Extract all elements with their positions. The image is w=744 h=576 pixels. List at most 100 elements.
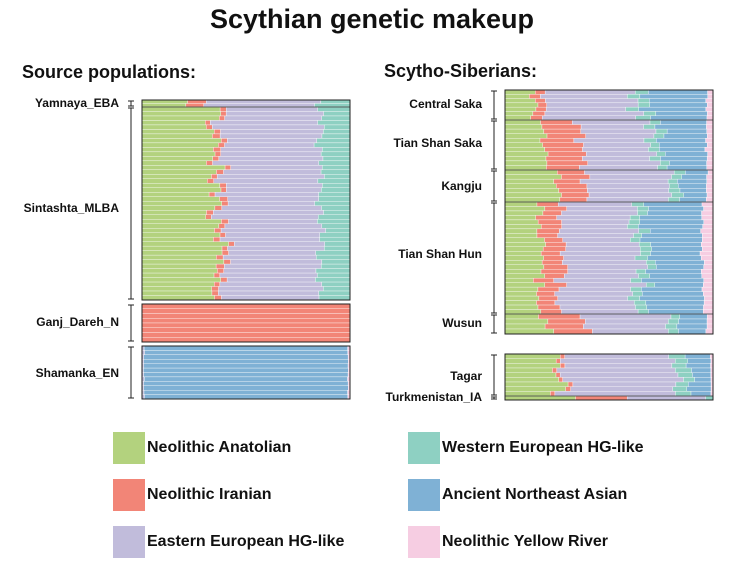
bar-segment-tian-shan-hun-yellow_river [701, 242, 714, 247]
bar-segment-sintashta-mlba-eehg [211, 214, 319, 220]
legend-swatch-ane_asian [408, 479, 440, 511]
bar-segment-tian-shan-saka-anatolian [504, 142, 543, 148]
bar-segment-tian-shan-hun-iranian [536, 300, 556, 306]
bar-segment-central-saka-iranian [537, 102, 547, 108]
bar-segment-tian-shan-saka-anatolian [504, 156, 547, 162]
bar-segment-tian-shan-hun-eehg [566, 206, 638, 212]
bar-segment-tian-shan-hun-yellow_river [701, 215, 714, 221]
bar-segment-kangju-ane_asian [678, 183, 707, 189]
bar-segment-tian-shan-saka-yellow_river [706, 119, 714, 125]
bar-segment-tian-shan-hun-ane_asian [646, 304, 704, 310]
bar-segment-tian-shan-hun-iranian [541, 224, 562, 230]
bar-segment-tian-shan-saka-iranian [540, 119, 573, 125]
bar-segment-sintashta-mlba-anatolian [141, 124, 207, 130]
bar-segment-yamnaya-eba-wehg [314, 103, 351, 108]
bar-segment-sintashta-mlba-iranian [221, 219, 229, 224]
bar-segment-central-saka-ane_asian [649, 98, 706, 104]
bar-segment-ganj-dareh-n-iranian [141, 322, 351, 328]
bar-segment-tian-shan-saka-ane_asian [659, 147, 706, 152]
bar-segment-sintashta-mlba-iranian [219, 183, 227, 188]
bar-segment-tian-shan-hun-eehg [562, 237, 631, 243]
panel-title-scytho-siberians: Scytho-Siberians: [384, 61, 538, 81]
bar-segment-tian-shan-hun-iranian [537, 219, 562, 225]
bar-segment-tian-shan-saka-wehg [656, 151, 666, 157]
bar-segment-tagar-ane_asian [687, 358, 712, 364]
bar-segment-sintashta-mlba-wehg [321, 223, 351, 229]
bar-segment-central-saka-wehg [637, 98, 650, 104]
bar-segment-wusun-wehg [665, 323, 678, 330]
bar-segment-sintashta-mlba-wehg [321, 281, 351, 287]
bar-segment-tian-shan-saka-eehg [586, 151, 657, 157]
bar-segment-kangju-wehg [671, 192, 684, 198]
bar-segment-tian-shan-hun-wehg [637, 309, 649, 315]
bar-segment-tian-shan-hun-eehg [566, 282, 647, 288]
bar-segment-ganj-dareh-n-iranian [141, 337, 351, 343]
bar-segment-shamanka-en-ane_asian [143, 345, 348, 351]
bar-segment-tian-shan-hun-anatolian [504, 277, 534, 283]
bar-segment-tian-shan-hun-ane_asian [650, 228, 701, 234]
bar-segment-tagar-wehg [675, 358, 688, 364]
bar-segment-tian-shan-hun-ane_asian [643, 201, 703, 207]
bar-segment-central-saka-ane_asian [649, 102, 708, 108]
bar-segment-sintashta-mlba-eehg [223, 268, 317, 274]
bar-segment-kangju-ane_asian [681, 174, 707, 180]
bar-segment-tian-shan-hun-eehg [563, 255, 636, 261]
bar-segment-tian-shan-hun-wehg [634, 255, 648, 261]
bar-segment-tian-shan-hun-wehg [635, 304, 648, 310]
bar-segment-tian-shan-hun-anatolian [504, 264, 545, 270]
bar-segment-sintashta-mlba-anatolian [141, 259, 225, 265]
bar-segment-tian-shan-hun-wehg [646, 282, 655, 288]
bar-segment-central-saka-yellow_river [705, 98, 714, 104]
bar-segment-tagar-iranian [565, 386, 571, 392]
bar-segment-kangju-wehg [673, 169, 686, 175]
bar-segment-shamanka-en-ane_asian [143, 381, 349, 386]
bar-segment-ganj-dareh-n-iranian [141, 318, 351, 324]
bar-segment-tian-shan-hun-anatolian [504, 224, 542, 230]
bar-segment-sintashta-mlba-anatolian [141, 290, 213, 296]
bar-segment-kangju-wehg [669, 183, 679, 189]
bar-segment-tagar-anatolian [504, 372, 557, 378]
bar-segment-tian-shan-hun-anatolian [504, 269, 542, 274]
bar-segment-central-saka-wehg [635, 89, 649, 95]
bar-segment-wusun-yellow_river [706, 323, 714, 330]
bar-segment-central-saka-yellow_river [706, 115, 714, 121]
bar-segment-tagar-ane_asian [684, 353, 711, 359]
bar-segment-tian-shan-hun-eehg [561, 224, 628, 230]
bar-segment-tian-shan-hun-anatolian [504, 295, 540, 301]
bar-segment-tian-shan-saka-wehg [657, 165, 668, 171]
legend-swatch-anatolian [113, 432, 145, 464]
bar-segment-central-saka-ane_asian [648, 89, 708, 95]
bar-segment-wusun-yellow_river [706, 318, 714, 325]
bar-segment-central-saka-ane_asian [650, 115, 708, 121]
bar-segment-tian-shan-saka-yellow_river [706, 165, 714, 171]
bar-segment-wusun-ane_asian [678, 328, 707, 335]
bar-segment-tian-shan-hun-iranian [544, 237, 563, 243]
legend-label-yellow_river: Neolithic Yellow River [442, 533, 608, 550]
bar-segment-sintashta-mlba-iranian [219, 115, 225, 121]
bar-segment-sintashta-mlba-anatolian [141, 268, 218, 274]
bar-segment-tagar-ane_asian [688, 381, 712, 387]
group-label-tagar: Tagar [450, 369, 482, 383]
bar-segment-kangju-yellow_river [706, 192, 714, 198]
bar-segment-sintashta-mlba-wehg [320, 151, 351, 157]
group-label-ganj-dareh-n: Ganj_Dareh_N [36, 315, 119, 329]
bar-segment-tian-shan-saka-eehg [582, 156, 650, 162]
bar-segment-tagar-eehg [559, 372, 679, 378]
panel-box [504, 89, 714, 335]
bar-segment-shamanka-en-ane_asian [143, 389, 348, 395]
bar-segment-tagar-ane_asian [686, 386, 712, 392]
bar-segment-kangju-iranian [558, 188, 588, 194]
bar-segment-sintashta-mlba-wehg [322, 183, 351, 188]
bar-segment-sintashta-mlba-eehg [219, 272, 318, 278]
bar-segment-central-saka-wehg [637, 102, 650, 108]
bar-segment-sintashta-mlba-eehg [219, 133, 323, 139]
bar-segment-kangju-wehg [667, 178, 678, 184]
bar-segment-tian-shan-hun-ane_asian [642, 291, 704, 297]
bar-segment-tian-shan-hun-yellow_river [702, 224, 714, 230]
bar-segment-sintashta-mlba-iranian [206, 210, 214, 215]
bar-segment-sintashta-mlba-eehg [212, 160, 319, 166]
bar-segment-sintashta-mlba-wehg [317, 106, 351, 112]
bar-segment-sintashta-mlba-eehg [218, 156, 324, 162]
bar-segment-tian-shan-hun-eehg [561, 309, 639, 315]
